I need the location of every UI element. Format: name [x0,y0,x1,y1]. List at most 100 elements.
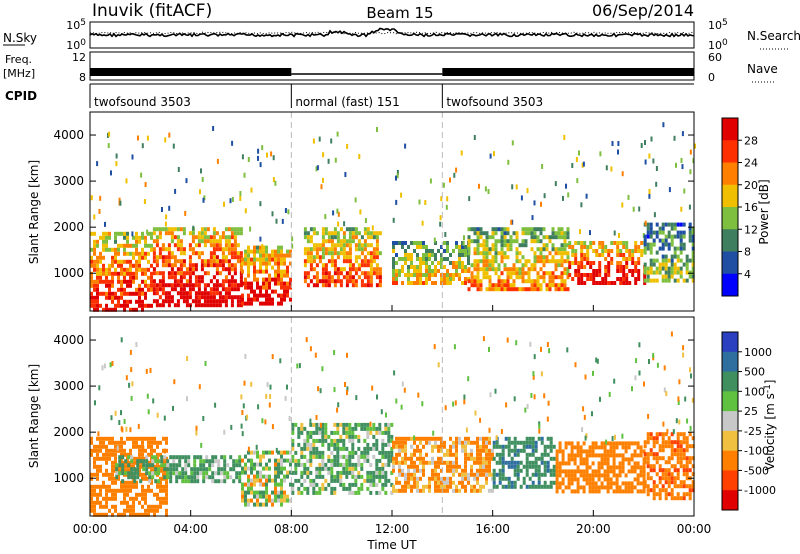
echo-cell [256,454,259,459]
echo-cell [170,283,174,288]
echo-cell [324,466,328,471]
echo-cell [419,452,422,457]
echo-cell [546,460,550,465]
echo-cell [404,143,407,149]
echo-cell [422,261,425,265]
echo-cell [473,472,476,477]
echo-cell [464,460,467,465]
echo-cell [488,251,492,256]
echo-cell [108,131,111,137]
echo-cell [164,295,168,300]
echo-cell [235,471,239,476]
echo-cell [501,484,505,489]
echo-cell [510,440,514,445]
echo-cell [580,281,584,285]
echo-cell [274,180,277,186]
echo-cell [531,440,535,445]
echo-cell [689,367,691,373]
echo-cell [141,231,144,236]
echo-cell [120,444,123,449]
echo-cell [269,384,272,390]
echo-cell [482,484,485,489]
echo-cell [649,266,653,271]
echo-cell [215,291,219,296]
echo-cell [516,476,520,481]
echo-cell [164,259,168,264]
echo-cell [655,436,659,441]
echo-cell [206,271,210,276]
echo-cell [286,253,289,258]
echo-cell [348,490,352,495]
echo-cell [161,227,165,232]
echo-cell [280,261,283,266]
echo-cell [197,239,201,244]
echo-cell [271,301,274,306]
echo-cell [105,303,108,308]
echo-cell [627,194,630,200]
echo-cell [476,267,480,272]
echo-cell [608,391,611,397]
echo-cell [233,255,237,260]
echo-cell [223,475,227,480]
echo-cell [372,426,376,431]
echo-cell [108,476,111,481]
echo-cell [123,231,126,236]
echo-cell [664,262,668,267]
echo-cell [224,279,228,284]
echo-cell [679,250,683,255]
echo-cell [628,257,632,261]
echo-cell [315,271,319,276]
echo-cell [272,177,275,183]
echo-cell [354,267,358,272]
echo-cell [262,466,265,471]
echo-cell [688,230,692,235]
echo-cell [537,484,541,489]
echo-cell [212,126,215,131]
echo-cell [655,222,659,227]
echo-cell [503,231,507,236]
echo-cell [428,265,431,269]
echo-cell [509,287,513,292]
echo-cell [580,202,583,208]
echo-cell [330,470,334,475]
echo-cell [150,303,153,308]
echo-cell [691,270,695,275]
echo-cell [223,479,227,484]
echo-cell [506,255,510,260]
echo-cell [212,263,216,268]
echo-cell [371,225,374,231]
echo-cell [172,455,176,460]
echo-cell [372,442,376,447]
echo-cell [159,500,162,505]
echo-cell [599,151,602,157]
echo-cell [250,187,253,193]
echo-cell [224,259,228,264]
echo-cell [109,362,112,368]
echo-cell [470,472,473,477]
colorbar-swatch [722,411,738,432]
echo-cell [121,479,125,484]
echo-cell [387,442,391,447]
echo-cell [167,255,171,260]
echo-cell [138,235,141,240]
echo-cell [114,247,117,252]
echo-cell [585,477,589,482]
echo-cell [555,453,559,458]
echo-cell [200,275,204,280]
echo-cell [268,277,271,282]
echo-cell [266,152,268,158]
echo-cell [300,450,304,455]
echo-cell [280,494,283,499]
echo-cell [212,239,216,244]
echo-cell [348,243,352,248]
echo-cell [366,243,370,248]
echo-cell [124,459,128,464]
echo-cell [628,281,632,285]
echo-cell [407,281,410,285]
echo-cell [536,239,540,244]
echo-cell [646,432,650,437]
echo-cell [208,467,212,472]
echo-cell [230,424,233,430]
colorbar-tick-label: 8 [744,246,751,259]
echo-cell [407,245,410,249]
